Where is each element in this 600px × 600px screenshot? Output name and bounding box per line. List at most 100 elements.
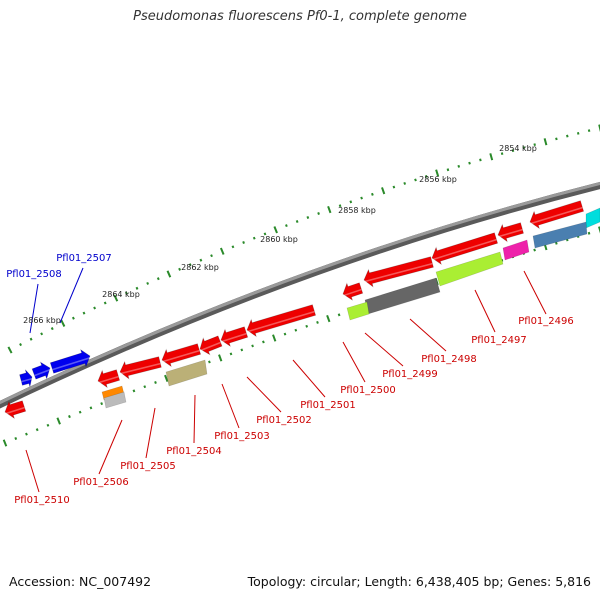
gene-label[interactable]: Pfl01_2510 xyxy=(14,495,70,506)
gene-arrow-Pfl01_2497 xyxy=(497,222,524,243)
gene-label[interactable]: Pfl01_2501 xyxy=(300,400,356,411)
outer-tick-mark xyxy=(587,129,591,133)
leader-line xyxy=(145,407,156,459)
outer-tick-mark xyxy=(242,241,245,244)
inner-tick-mark xyxy=(555,241,558,245)
outer-tick-mark xyxy=(555,137,558,141)
outer-tick-mark xyxy=(566,134,569,138)
outer-tick-mark xyxy=(392,185,396,189)
gene-label[interactable]: Pfl01_2498 xyxy=(421,354,477,365)
outer-tick-mark xyxy=(295,220,299,223)
scale-tick-label: 2862 kbp xyxy=(181,263,219,272)
inner-tick-mark xyxy=(14,437,18,440)
outer-tick-mark xyxy=(188,263,192,267)
gene-arrow-Pfl01_2505 xyxy=(119,356,162,380)
outer-tick-mark xyxy=(533,143,536,147)
outer-tick-mark xyxy=(199,258,203,262)
gene-label[interactable]: Pfl01_2506 xyxy=(73,477,129,488)
outer-tick-mark xyxy=(29,337,33,341)
outer-tick-mark xyxy=(479,158,482,162)
inner-tick-mark xyxy=(598,226,600,234)
outer-tick-mark xyxy=(82,311,86,315)
outer-tick-mark xyxy=(338,204,342,208)
inner-tick-mark xyxy=(283,332,287,336)
inner-tick-mark xyxy=(35,428,39,432)
leader-line xyxy=(193,394,196,444)
outer-tick-mark xyxy=(146,282,150,285)
inner-tick-mark xyxy=(154,381,157,384)
outer-tick-mark xyxy=(252,236,256,240)
outer-tick-mark xyxy=(349,200,353,204)
scale-tick-label: 2858 kbp xyxy=(338,206,376,215)
feature-cyan xyxy=(585,207,600,229)
inner-tick-mark xyxy=(229,352,233,356)
gene-arrow-Pfl01_2496 xyxy=(529,200,585,230)
gene-label[interactable]: Pfl01_2496 xyxy=(518,316,574,327)
inner-tick-mark xyxy=(533,248,536,252)
outer-tick-mark xyxy=(576,131,580,135)
inner-tick-mark xyxy=(132,389,136,393)
gene-label[interactable]: Pfl01_2497 xyxy=(471,335,527,346)
inner-tick-mark xyxy=(46,423,50,427)
gene-label[interactable]: Pfl01_2499 xyxy=(382,369,438,380)
inner-tick-mark xyxy=(272,334,277,342)
leader-line xyxy=(59,267,84,324)
outer-tick-mark xyxy=(40,332,44,336)
gene-label[interactable]: Pfl01_2504 xyxy=(166,446,222,457)
gene-label[interactable]: Pfl01_2500 xyxy=(340,385,396,396)
inner-tick-mark xyxy=(305,324,309,328)
feature-khaki xyxy=(165,359,208,387)
outer-tick-mark xyxy=(263,232,267,236)
gene-label[interactable]: Pfl01_2508 xyxy=(6,269,62,280)
outer-tick-mark xyxy=(7,346,13,354)
scale-tick-label: 2866 kbp xyxy=(23,316,61,325)
outer-tick-mark xyxy=(166,270,172,278)
leader-line xyxy=(342,341,366,383)
outer-tick-mark xyxy=(93,306,97,310)
feature-yellow-green xyxy=(435,251,504,287)
scale-tick-dots xyxy=(2,124,600,447)
gene-arrow-Pfl01_2501 xyxy=(246,304,317,338)
gene-arrow-Pfl01_2499 xyxy=(363,256,434,288)
outer-tick-mark xyxy=(113,294,119,302)
gene-layer xyxy=(4,200,585,420)
outer-tick-mark xyxy=(500,152,504,156)
inner-tick-mark xyxy=(56,417,61,425)
scale-tick-label: 2854 kbp xyxy=(499,144,537,153)
inner-tick-mark xyxy=(208,360,211,364)
gene-arrow-Pfl01_2507 xyxy=(49,348,91,374)
outer-tick-mark xyxy=(327,205,332,214)
outer-tick-mark xyxy=(446,168,450,172)
inner-tick-mark xyxy=(100,402,104,406)
feature-dark-gray xyxy=(364,277,441,315)
outer-tick-mark xyxy=(403,181,407,185)
outer-tick-mark xyxy=(511,149,515,153)
gene-arrow-forward-small xyxy=(19,369,33,387)
outer-tick-mark xyxy=(522,146,526,149)
inner-tick-mark xyxy=(25,432,28,436)
inner-tick-mark xyxy=(78,410,82,414)
outer-tick-mark xyxy=(71,316,75,320)
backbone-layer xyxy=(0,181,600,409)
inner-tick-mark xyxy=(164,374,169,382)
outer-tick-mark xyxy=(468,161,471,165)
gene-arrow-Pfl01_2503 xyxy=(199,335,223,356)
feature-yellow-green-small xyxy=(346,301,370,321)
feature-steel-blue xyxy=(532,221,588,249)
leader-line xyxy=(292,359,326,398)
gene-label[interactable]: Pfl01_2505 xyxy=(120,461,176,472)
gene-label[interactable]: Pfl01_2507 xyxy=(56,253,112,264)
outer-tick-mark xyxy=(60,319,66,327)
outer-tick-mark xyxy=(424,174,428,178)
outer-tick-mark xyxy=(231,245,235,249)
gene-label[interactable]: Pfl01_2503 xyxy=(214,431,270,442)
feature-light-gray xyxy=(103,391,127,409)
gene-label[interactable]: Pfl01_2502 xyxy=(256,415,312,426)
leader-line xyxy=(29,283,39,334)
outer-tick-mark xyxy=(371,192,374,196)
genome-summary-text: Topology: circular; Length: 6,438,405 bp… xyxy=(247,574,591,589)
gene-arrow-Pfl01_2500 xyxy=(342,282,364,301)
outer-tick-mark xyxy=(381,187,386,195)
outer-tick-mark xyxy=(598,124,600,132)
